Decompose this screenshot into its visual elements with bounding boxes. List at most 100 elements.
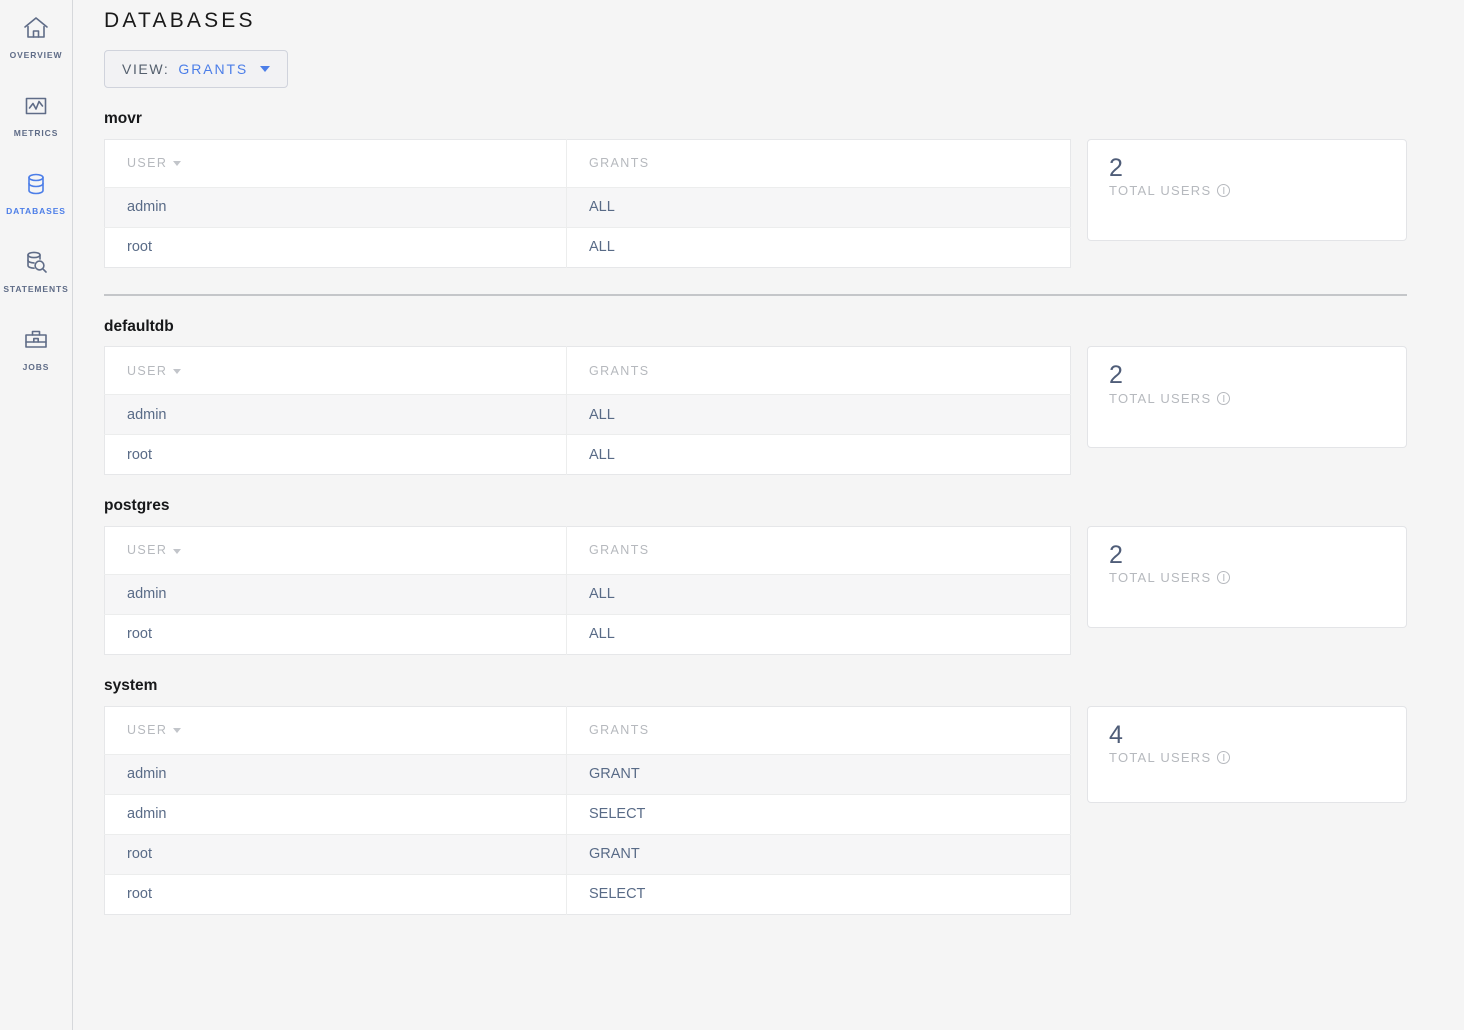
cell-user: admin (104, 794, 567, 835)
table-row: admin GRANT (104, 754, 1071, 795)
database-icon (22, 170, 50, 198)
column-header-grants[interactable]: GRANTS (566, 526, 1071, 575)
sidebar-item-jobs[interactable]: JOBS (0, 316, 73, 394)
view-dropdown-value: GRANTS (178, 61, 249, 78)
sidebar-item-label: STATEMENTS (3, 284, 69, 294)
info-circle-icon[interactable] (1217, 391, 1231, 405)
total-users-label-group: TOTAL USERS (1109, 391, 1406, 406)
cell-grants: ALL (566, 394, 1071, 436)
column-header-label: USER (127, 543, 168, 558)
sidebar-item-label: JOBS (22, 362, 50, 372)
metrics-chart-icon (22, 92, 50, 120)
sidebar: OVERVIEW METRICS DATABASES STATEMENTS JOBS (0, 0, 73, 1030)
total-users-label-group: TOTAL USERS (1109, 183, 1406, 198)
total-users-label-group: TOTAL USERS (1109, 750, 1406, 765)
column-header-label: USER (127, 363, 168, 378)
table-row: admin SELECT (104, 794, 1071, 835)
cell-user: admin (104, 187, 567, 228)
cell-grants: ALL (566, 187, 1071, 228)
info-circle-icon[interactable] (1217, 750, 1231, 764)
view-dropdown-label: VIEW: (122, 61, 170, 78)
database-section-body: USER GRANTS admin ALL root ALL 2 TOTAL USERS (104, 525, 1464, 655)
cell-user: root (104, 874, 567, 915)
total-users-label: TOTAL USERS (1109, 390, 1212, 406)
column-header-user[interactable]: USER (104, 346, 567, 396)
sort-descending-caret-icon[interactable] (173, 728, 182, 734)
total-users-card: 2 TOTAL USERS (1087, 346, 1407, 449)
cell-grants: ALL (566, 434, 1071, 475)
total-users-count: 4 (1109, 720, 1123, 749)
total-users-card: 4 TOTAL USERS (1087, 705, 1407, 803)
table-row: admin ALL (104, 187, 1071, 228)
main-content: DATABASES VIEW: GRANTS movr USER GRANTS adm… (73, 0, 1464, 1030)
cell-grants: GRANT (566, 834, 1071, 875)
column-header-label: USER (127, 156, 168, 171)
table-row: root SELECT (104, 874, 1071, 915)
cell-grants: ALL (566, 614, 1071, 655)
column-header-label: GRANTS (589, 156, 650, 171)
column-header-user[interactable]: USER (104, 526, 567, 575)
database-name: movr (104, 110, 142, 128)
database-search-icon (22, 248, 50, 276)
table-header-row: USER GRANTS (104, 346, 1071, 396)
cell-user: admin (104, 394, 567, 436)
total-users-label-group: TOTAL USERS (1109, 570, 1406, 585)
page-title: DATABASES (104, 9, 256, 32)
sort-descending-caret-icon[interactable] (173, 548, 182, 554)
chevron-down-icon (260, 66, 271, 73)
total-users-label: TOTAL USERS (1109, 570, 1212, 586)
sidebar-item-overview[interactable]: OVERVIEW (0, 4, 73, 82)
cell-user: root (104, 227, 567, 268)
sort-descending-caret-icon[interactable] (173, 161, 182, 167)
database-section: movr USER GRANTS admin ALL root ALL 2 TOTAL USER… (104, 110, 1464, 268)
info-circle-icon[interactable] (1217, 571, 1231, 585)
column-header-grants[interactable]: GRANTS (566, 706, 1071, 755)
grants-table: USER GRANTS admin ALL root ALL (104, 138, 1071, 268)
column-header-label: GRANTS (589, 543, 650, 558)
sort-descending-caret-icon[interactable] (173, 369, 182, 375)
cell-user: root (104, 834, 567, 875)
cell-user: root (104, 614, 567, 655)
database-section: system USER GRANTS admin GRANT admin SELECT roo… (104, 677, 1464, 915)
table-row: root ALL (104, 227, 1071, 268)
section-divider (104, 293, 1407, 296)
total-users-label: TOTAL USERS (1109, 183, 1212, 199)
total-users-card: 2 TOTAL USERS (1087, 525, 1407, 628)
table-row: admin ALL (104, 574, 1071, 615)
column-header-grants[interactable]: GRANTS (566, 139, 1071, 188)
column-header-user[interactable]: USER (104, 706, 567, 755)
database-sections: movr USER GRANTS admin ALL root ALL 2 TOTAL USER… (104, 110, 1464, 915)
database-name: postgres (104, 497, 170, 515)
column-header-grants[interactable]: GRANTS (566, 346, 1071, 396)
total-users-count: 2 (1109, 540, 1123, 569)
database-section: postgres USER GRANTS admin ALL root ALL 2 TOTAL … (104, 497, 1464, 655)
grants-table: USER GRANTS admin ALL root ALL (104, 525, 1071, 655)
database-section: defaultdb USER GRANTS admin ALL root ALL 2 TOTAL… (104, 318, 1464, 476)
total-users-card: 2 TOTAL USERS (1087, 138, 1407, 241)
total-users-count: 2 (1109, 361, 1123, 390)
column-header-user[interactable]: USER (104, 139, 567, 188)
database-section-body: USER GRANTS admin ALL root ALL 2 TOTAL USERS (104, 346, 1464, 476)
sidebar-item-label: OVERVIEW (9, 50, 63, 60)
cell-user: admin (104, 574, 567, 615)
view-grants-dropdown[interactable]: VIEW: GRANTS (104, 50, 289, 89)
cell-grants: SELECT (566, 794, 1071, 835)
cell-grants: SELECT (566, 874, 1071, 915)
table-header-row: USER GRANTS (104, 706, 1071, 755)
sidebar-item-label: DATABASES (6, 206, 66, 216)
sidebar-item-statements[interactable]: STATEMENTS (0, 238, 73, 316)
total-users-count: 2 (1109, 153, 1123, 182)
sidebar-item-metrics[interactable]: METRICS (0, 82, 73, 160)
column-header-label: GRANTS (589, 723, 650, 738)
table-row: root ALL (104, 434, 1071, 475)
cell-grants: ALL (566, 574, 1071, 615)
info-circle-icon[interactable] (1217, 184, 1231, 198)
table-header-row: USER GRANTS (104, 139, 1071, 188)
table-row: root ALL (104, 614, 1071, 655)
sidebar-item-databases[interactable]: DATABASES (0, 160, 73, 238)
cell-grants: GRANT (566, 754, 1071, 795)
table-header-row: USER GRANTS (104, 526, 1071, 575)
cell-grants: ALL (566, 227, 1071, 268)
table-row: root GRANT (104, 834, 1071, 875)
